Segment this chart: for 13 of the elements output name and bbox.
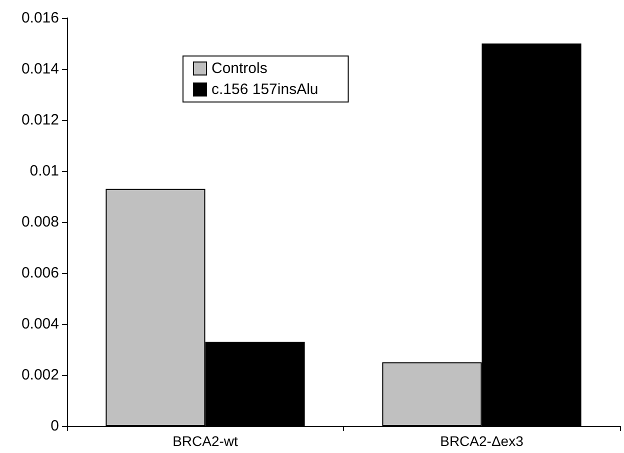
y-tick-label: 0 <box>50 418 59 434</box>
y-tick-label: 0.006 <box>21 264 59 282</box>
y-tick-label: 0.008 <box>21 214 59 230</box>
y-tick-label: 0.012 <box>21 112 59 128</box>
y-tick-label: 0.014 <box>21 60 59 78</box>
x-tick-label: BRCA2-wt <box>172 433 238 449</box>
legend-label: c.156 157insAlu <box>212 81 318 98</box>
y-tick-label: 0.004 <box>21 316 59 332</box>
legend-label: Controls <box>212 60 268 77</box>
y-tick-label: 0.016 <box>21 10 59 26</box>
y-tick-label: 0.002 <box>21 366 59 384</box>
x-tick-label: BRCA2-Δex3 <box>440 433 524 449</box>
y-tick-label: 0.01 <box>30 162 59 180</box>
